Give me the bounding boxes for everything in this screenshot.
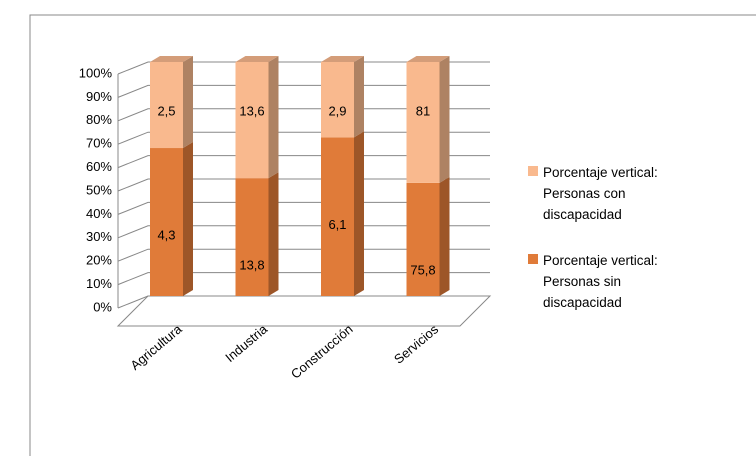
data-label: 75,8 bbox=[410, 262, 435, 277]
bar-side bbox=[439, 56, 450, 183]
y-tick-label: 100% bbox=[79, 65, 113, 80]
bar-side bbox=[439, 176, 450, 296]
data-label: 2,9 bbox=[328, 103, 346, 118]
legend-swatch bbox=[528, 254, 538, 264]
data-label: 6,1 bbox=[328, 217, 346, 232]
bar bbox=[150, 148, 183, 296]
y-tick-label: 0% bbox=[93, 299, 112, 314]
bar-top bbox=[235, 56, 279, 62]
data-label: 13,6 bbox=[239, 103, 264, 118]
y-tick-label: 40% bbox=[86, 206, 112, 221]
bar-top bbox=[321, 56, 364, 62]
y-tick-label: 70% bbox=[86, 136, 112, 151]
bar-side bbox=[354, 131, 364, 296]
grid-line bbox=[117, 155, 490, 169]
bar-top bbox=[150, 56, 193, 62]
bar bbox=[321, 62, 354, 138]
y-tick-label: 20% bbox=[86, 253, 112, 268]
data-label: 81 bbox=[416, 103, 430, 118]
bar-side bbox=[183, 142, 193, 296]
y-tick-label: 80% bbox=[86, 112, 112, 127]
data-label: 13,8 bbox=[239, 258, 264, 273]
bar bbox=[235, 62, 269, 179]
grid-line bbox=[117, 248, 490, 262]
chart-border bbox=[29, 14, 756, 456]
bar bbox=[150, 62, 183, 149]
bar-side bbox=[183, 56, 193, 149]
y-tick-label: 30% bbox=[86, 229, 112, 244]
legend-swatch bbox=[528, 166, 538, 176]
y-tick-label: 10% bbox=[86, 276, 112, 291]
grid-line bbox=[117, 225, 490, 239]
data-label: 4,3 bbox=[157, 227, 175, 242]
y-tick-label: 90% bbox=[86, 89, 112, 104]
grid-line bbox=[117, 272, 490, 286]
grid-line bbox=[117, 178, 490, 192]
bar-side bbox=[354, 56, 364, 138]
bar bbox=[406, 62, 440, 183]
legend-label: Porcentaje vertical: Personas con discap… bbox=[543, 165, 658, 222]
bar bbox=[235, 178, 269, 296]
bar-side bbox=[268, 56, 279, 179]
grid-line bbox=[117, 61, 490, 75]
bar bbox=[406, 182, 440, 296]
grid-line bbox=[117, 108, 490, 122]
bar-top bbox=[406, 56, 450, 62]
grid-line bbox=[117, 295, 490, 309]
grid-line bbox=[117, 84, 490, 98]
y-tick-label: 60% bbox=[86, 159, 112, 174]
grid-line bbox=[117, 201, 490, 215]
bar-side bbox=[268, 172, 279, 296]
data-label: 2,5 bbox=[157, 103, 175, 118]
legend-label: Porcentaje vertical: Personas sin discap… bbox=[543, 253, 658, 310]
y-tick-label: 50% bbox=[86, 182, 112, 197]
bar bbox=[321, 137, 354, 296]
grid-line bbox=[117, 131, 490, 145]
